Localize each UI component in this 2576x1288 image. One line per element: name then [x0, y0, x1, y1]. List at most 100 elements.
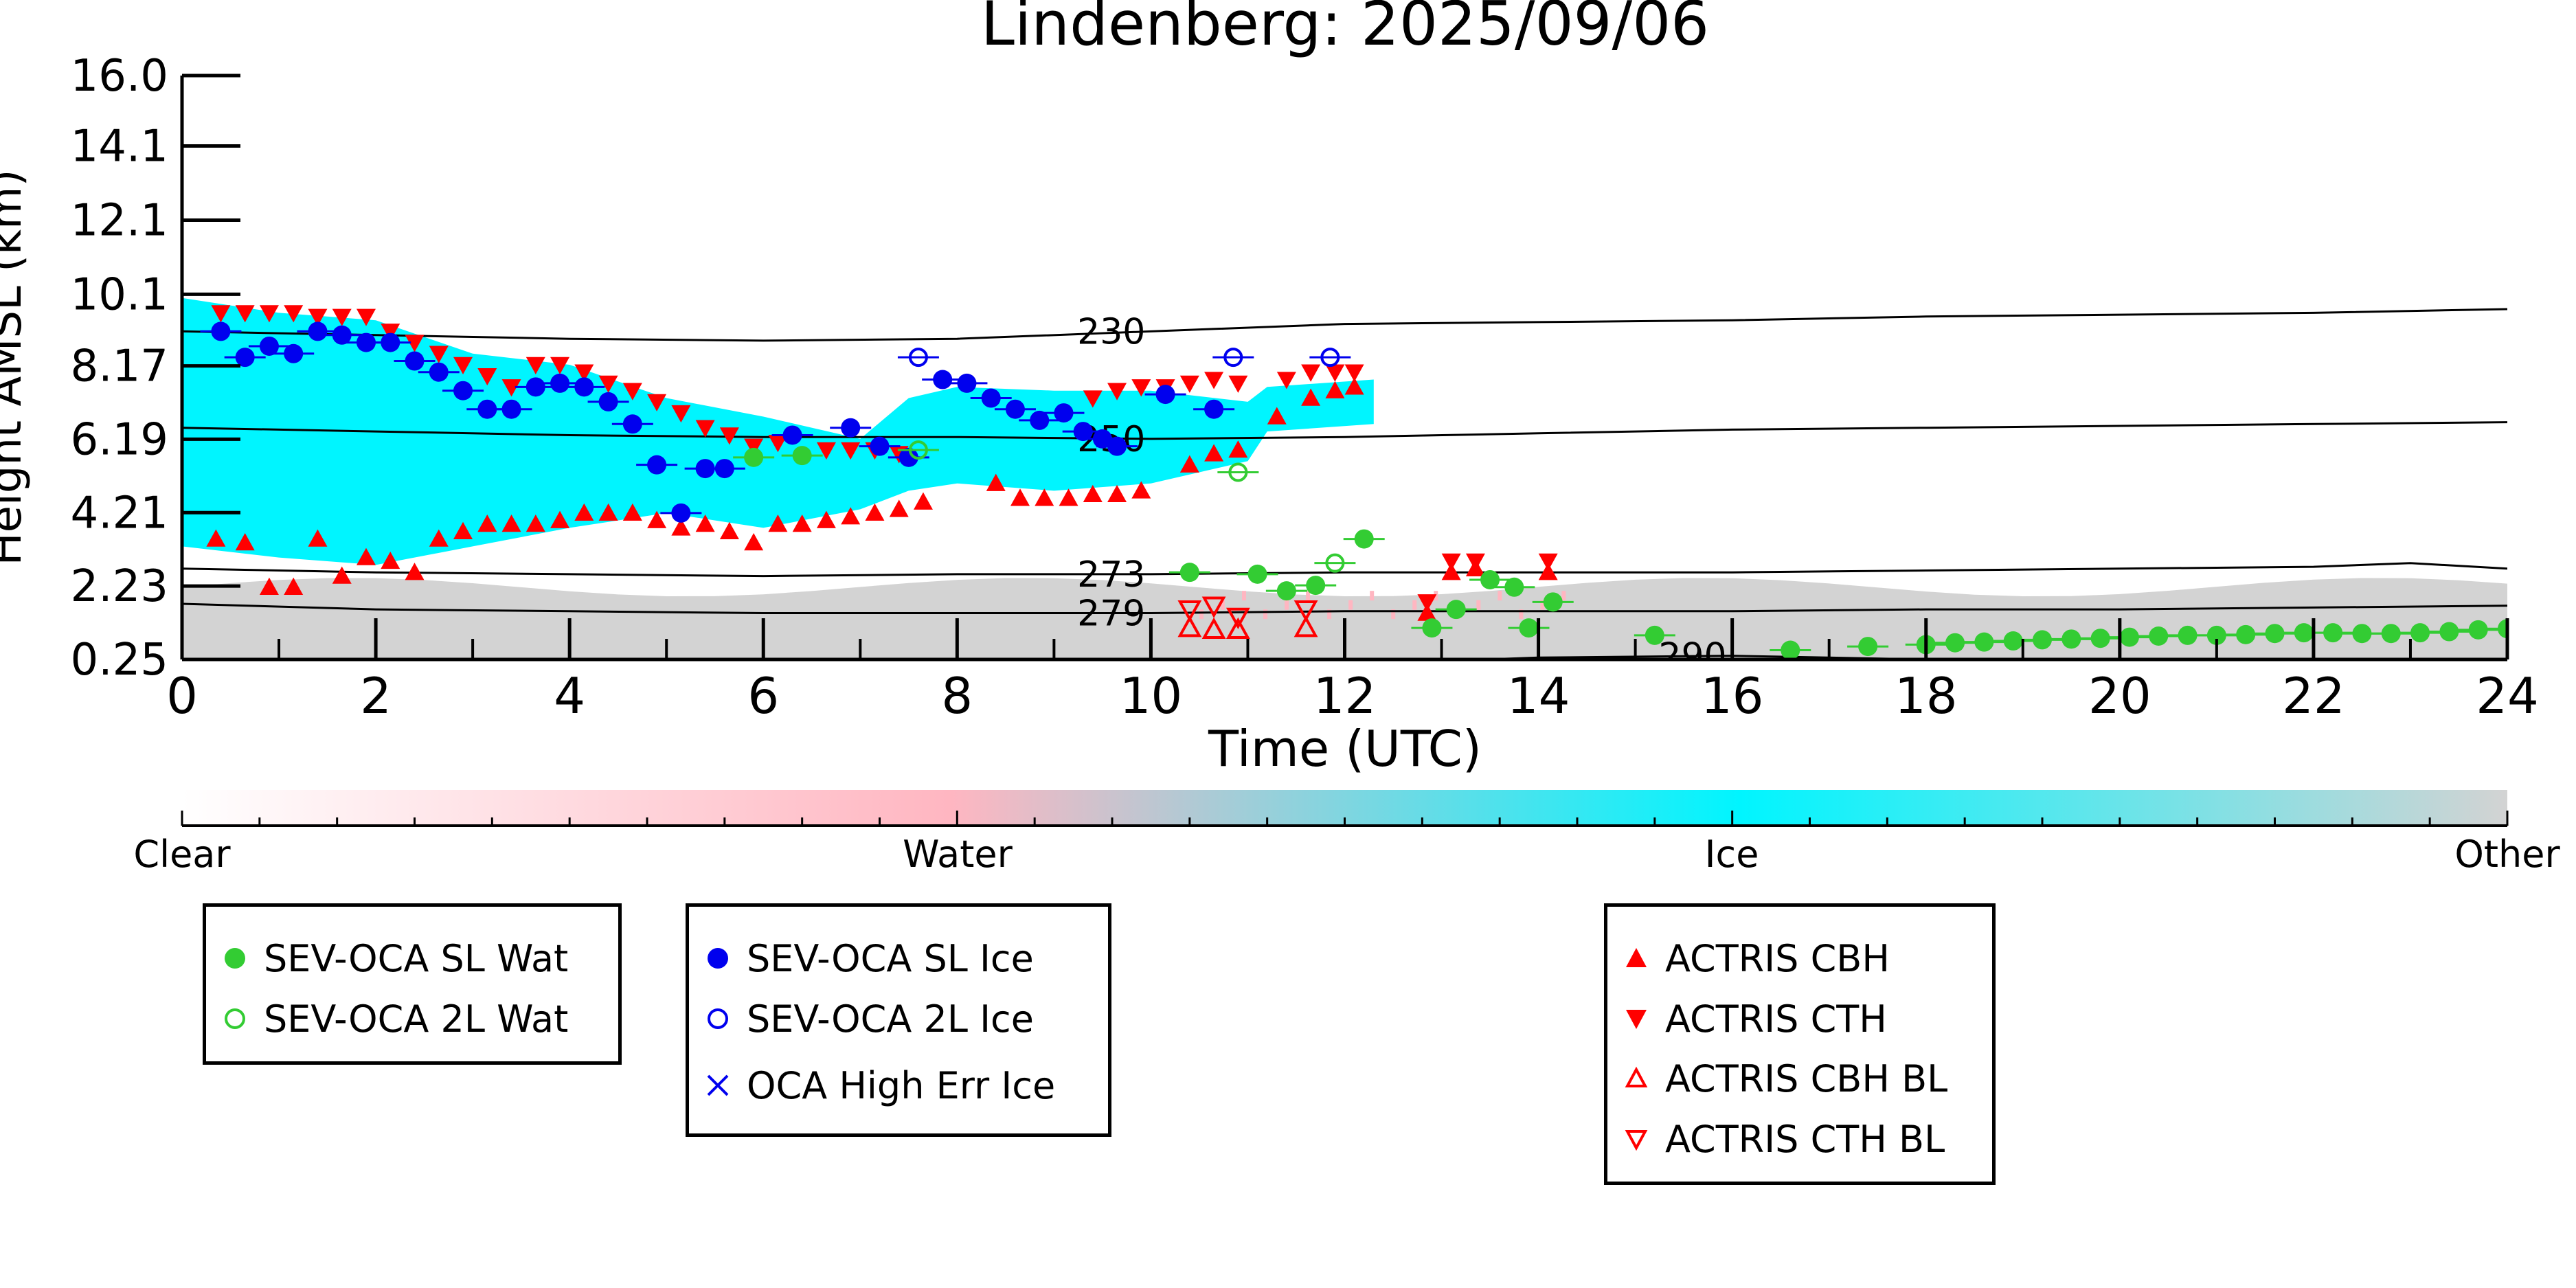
data-point: [889, 499, 909, 517]
data-point: [1301, 388, 1321, 406]
data-point: [1543, 592, 1563, 612]
y-tick-label: 12.1: [71, 195, 169, 246]
data-point: [1005, 399, 1025, 419]
data-point: [1073, 422, 1093, 442]
data-point: [1519, 618, 1539, 638]
cross-marker-icon: [707, 1074, 729, 1096]
data-point: [1179, 375, 1199, 393]
data-point: [1107, 484, 1127, 503]
water-class-speckle: [1391, 609, 1396, 620]
series-sev-oca-sl-ice: [200, 321, 1235, 523]
data-point: [235, 305, 255, 323]
data-point: [622, 383, 642, 400]
data-point: [453, 381, 473, 400]
data-point: [1417, 594, 1437, 612]
data-point: [1107, 383, 1127, 400]
open-circle-marker-icon: [225, 1008, 245, 1029]
data-point: [1155, 385, 1175, 405]
data-point: [1441, 563, 1461, 580]
x-tick-label: 2: [360, 667, 392, 725]
data-point: [1301, 364, 1321, 382]
data-point: [1344, 364, 1364, 382]
data-point: [647, 394, 667, 411]
legend-label: SEV-OCA 2L Ice: [747, 997, 1034, 1041]
water-class-speckle: [1412, 600, 1417, 610]
water-class-speckle: [1263, 609, 1268, 620]
data-point: [598, 392, 618, 411]
data-point: [526, 377, 545, 397]
data-point: [1228, 462, 1248, 482]
data-point: [1223, 348, 1243, 368]
data-point: [1131, 481, 1151, 499]
data-point: [1035, 488, 1054, 506]
data-point: [1177, 600, 1202, 622]
data-point: [1538, 563, 1558, 580]
legend-label: ACTRIS CBH BL: [1665, 1057, 1948, 1100]
water-class-speckle: [1540, 600, 1545, 610]
x-tick-label: 14: [1507, 667, 1570, 725]
y-tick-label: 14.1: [71, 122, 169, 172]
data-point: [1325, 364, 1345, 382]
data-point: [2410, 623, 2430, 643]
data-point: [1645, 625, 1664, 645]
legend-item: OCA High Err Ice: [704, 1064, 1055, 1107]
open-circle-marker-icon: [708, 1008, 728, 1029]
data-point: [1247, 564, 1267, 584]
water-class-speckle: [1519, 609, 1524, 620]
x-tick-label: 20: [2088, 667, 2151, 725]
data-point: [235, 348, 255, 368]
water-class-speckle: [1498, 591, 1502, 601]
data-point: [1204, 399, 1224, 419]
x-tick-label: 12: [1313, 667, 1377, 725]
data-point: [356, 547, 376, 565]
legend-item: SEV-OCA SL Ice: [704, 937, 1034, 980]
data-point: [744, 438, 764, 456]
data-point: [2206, 625, 2226, 645]
data-point: [1325, 381, 1345, 398]
data-point: [235, 533, 255, 551]
data-point: [1179, 563, 1199, 583]
data-point: [2003, 631, 2023, 651]
data-point: [1446, 600, 1466, 620]
contour-label: 230: [1077, 311, 1145, 352]
data-point: [933, 370, 953, 389]
data-point: [1225, 607, 1250, 630]
y-tick-label: 10.1: [71, 269, 169, 320]
data-point: [714, 459, 734, 479]
data-point: [2265, 624, 2285, 644]
data-point: [1276, 372, 1296, 389]
data-point: [744, 447, 764, 467]
colorbar-label-ice: Ice: [1705, 833, 1759, 876]
data-point: [719, 427, 739, 445]
data-point: [671, 405, 691, 423]
water-class-speckle: [1220, 600, 1225, 610]
data-point: [2090, 629, 2110, 648]
data-point: [598, 375, 618, 393]
data-point: [1781, 640, 1800, 659]
data-point: [574, 503, 594, 521]
data-point: [2352, 624, 2372, 644]
data-point: [1092, 429, 1112, 449]
data-point: [1276, 581, 1296, 601]
plot-clip-group: 230250273279290: [182, 297, 2507, 659]
data-point: [429, 346, 449, 363]
data-point: [1204, 372, 1224, 389]
data-point: [259, 305, 279, 323]
data-point: [308, 308, 328, 326]
data-point: [1201, 596, 1226, 618]
data-point: [647, 510, 667, 528]
x-tick-label: 0: [166, 667, 198, 725]
data-point: [768, 435, 788, 453]
data-point: [2033, 630, 2052, 650]
data-point: [1204, 444, 1224, 462]
data-point: [381, 332, 400, 352]
data-point: [501, 515, 521, 532]
data-point: [2061, 629, 2081, 649]
data-point: [865, 503, 885, 521]
contour-line: [182, 421, 2507, 440]
water-class-speckle: [1327, 609, 1332, 620]
y-tick-label: 0.25: [71, 635, 169, 686]
data-point: [1179, 455, 1199, 473]
data-point: [1974, 632, 1994, 652]
data-point: [957, 373, 977, 393]
